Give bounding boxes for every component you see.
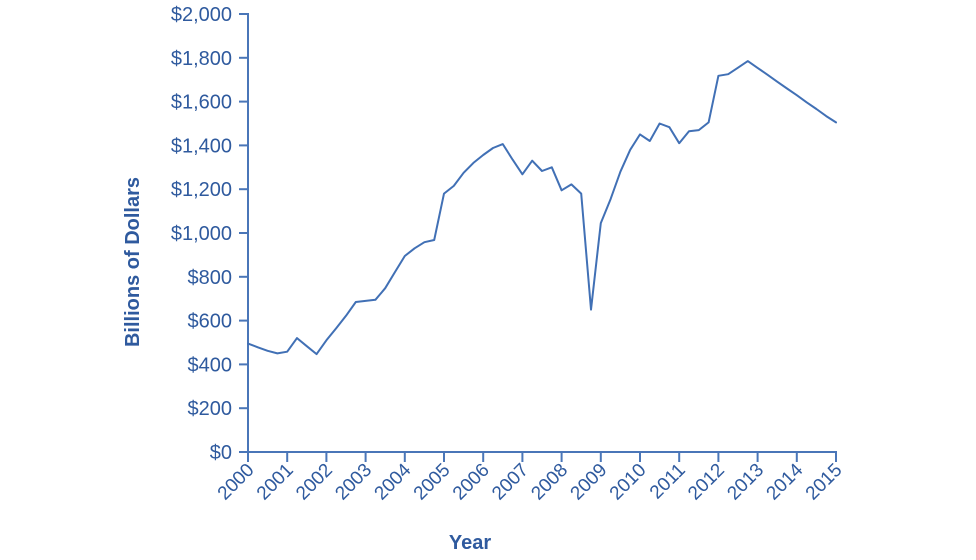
x-tick-label: 2000 bbox=[214, 460, 259, 505]
y-tick-label: $1,400 bbox=[171, 135, 232, 157]
y-tick-label: $1,800 bbox=[171, 48, 232, 70]
x-tick-label: 2006 bbox=[449, 460, 494, 505]
y-tick-label: $1,600 bbox=[171, 92, 232, 114]
y-tick-label: $2,000 bbox=[171, 4, 232, 26]
x-tick-label: 2004 bbox=[371, 459, 416, 504]
y-tick-label: $400 bbox=[188, 354, 233, 376]
y-tick-label: $0 bbox=[210, 442, 232, 464]
y-axis-title: Billions of Dollars bbox=[122, 177, 144, 347]
x-tick-label: 2012 bbox=[684, 460, 729, 505]
x-tick-label: 2009 bbox=[567, 460, 612, 505]
y-tick-label: $800 bbox=[188, 267, 233, 289]
data-series bbox=[247, 60, 837, 356]
y-tick-label: $1,200 bbox=[171, 179, 232, 201]
x-tick-label: 2011 bbox=[646, 460, 690, 504]
x-tick-label: 2010 bbox=[606, 460, 651, 505]
x-tick-label: 2001 bbox=[253, 460, 298, 505]
axis-ticks: $0 $200 $400 $600 $800 $1,000 $1,200 $1,400 $1,6… bbox=[171, 4, 847, 504]
data-line bbox=[247, 60, 837, 356]
y-tick-label: $1,000 bbox=[171, 223, 232, 245]
x-axis-title: Year bbox=[449, 532, 491, 554]
x-tick-label: 2013 bbox=[723, 460, 768, 505]
x-tick-label: 2007 bbox=[488, 460, 533, 505]
x-tick-label: 2008 bbox=[527, 460, 572, 505]
x-tick-label: 2015 bbox=[802, 460, 847, 505]
y-tick-label: $200 bbox=[188, 398, 233, 420]
x-tick-label: 2014 bbox=[763, 459, 808, 504]
x-tick-label: 2003 bbox=[331, 460, 376, 505]
y-tick-label: $600 bbox=[188, 311, 233, 333]
x-tick-label: 2005 bbox=[410, 460, 455, 505]
axis-lines bbox=[247, 13, 837, 453]
x-tick-label: 2002 bbox=[292, 460, 337, 505]
